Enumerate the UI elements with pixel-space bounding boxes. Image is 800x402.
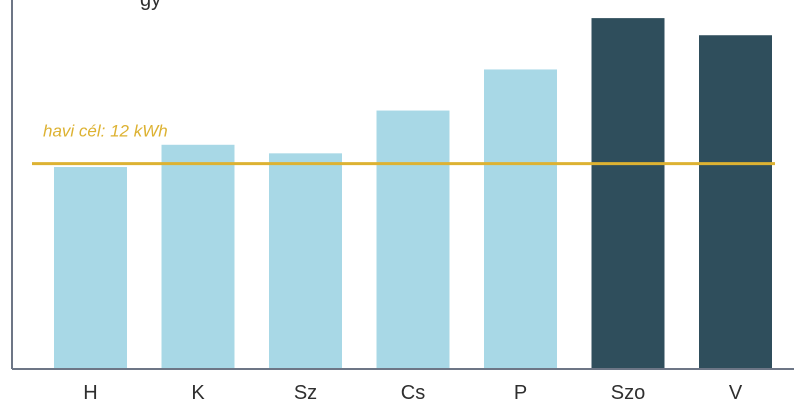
bar-v [699,35,772,370]
bar-h [54,167,127,369]
x-tick-label-p: P [514,382,527,402]
x-tick-label-k: K [191,382,205,402]
bar-k [161,144,235,369]
bar-szo [591,18,665,370]
bars-group [54,18,772,370]
reference-line-label: havi cél: 12 kWh [43,122,168,141]
chart-title-partial: gy [140,0,161,11]
x-tick-label-v: V [729,382,743,402]
x-tick-label-h: H [83,382,97,402]
bar-cs [376,110,450,369]
x-tick-label-szo: Szo [611,382,645,402]
x-tick-label-cs: Cs [401,382,425,402]
x-tick-label-sz: Sz [294,382,317,402]
bar-sz [269,153,342,369]
x-tick-labels: H K Sz Cs P Szo V [83,382,743,402]
bar-p [484,69,557,369]
